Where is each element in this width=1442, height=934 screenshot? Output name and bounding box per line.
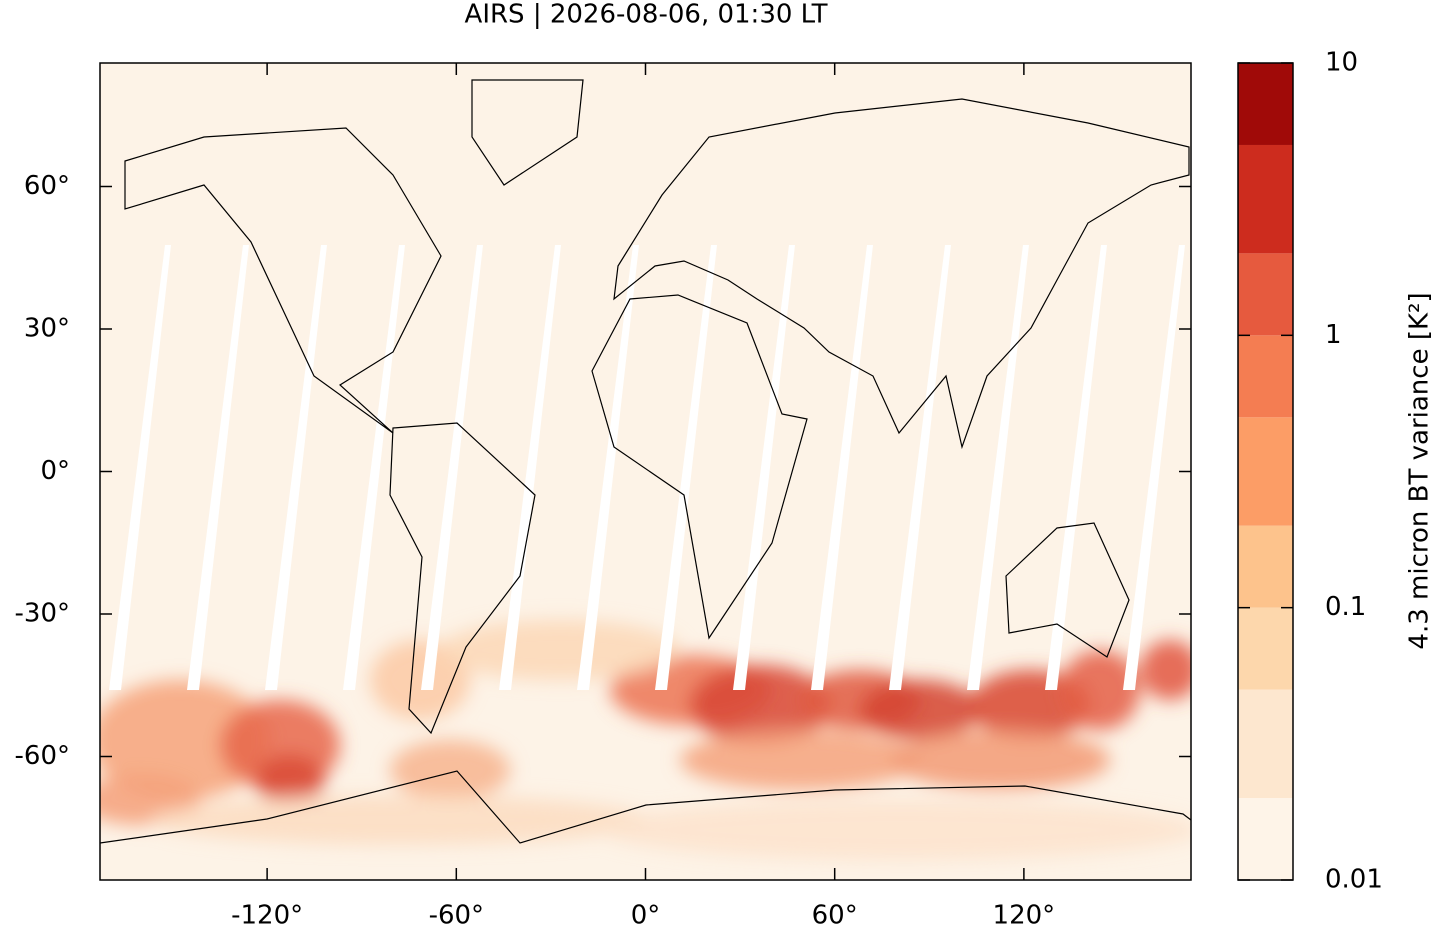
variance-patch <box>440 620 680 680</box>
variance-patch <box>100 680 270 800</box>
swath-gap <box>1123 245 1185 690</box>
colorbar-band <box>1238 63 1293 145</box>
x-tick-label: -120° <box>231 901 303 931</box>
variance-patch <box>390 740 510 800</box>
swath-gap <box>1045 245 1107 690</box>
chart-title: AIRS | 2026-08-06, 01:30 LT <box>465 0 828 30</box>
swath-gap <box>421 245 483 690</box>
variance-patch <box>1060 650 1140 730</box>
colorbar-tick-label: 0.01 <box>1325 865 1383 895</box>
map <box>100 63 1191 880</box>
x-tick-label: 60° <box>812 901 858 931</box>
variance-patch <box>690 665 830 745</box>
swath-gap <box>187 245 249 690</box>
x-tick-label: 120° <box>993 901 1056 931</box>
y-tick-label: -30° <box>15 599 70 629</box>
variance-patch <box>860 680 980 740</box>
swath-gap <box>499 245 561 690</box>
variance-patch <box>680 730 920 790</box>
swath-gap <box>811 245 873 690</box>
variance-field <box>100 620 1191 860</box>
colorbar-tick-label: 1 <box>1325 320 1342 350</box>
colorbar-band <box>1238 253 1293 336</box>
swath-gap <box>109 245 171 690</box>
colorbar-tick-label: 10 <box>1325 48 1358 78</box>
x-tick-label: 0° <box>631 901 661 931</box>
swath-gap <box>577 245 639 690</box>
y-tick-label: 0° <box>40 456 70 486</box>
colorbar-band <box>1238 417 1293 526</box>
colorbar-tick-label: 0.1 <box>1325 592 1366 622</box>
variance-patch <box>600 800 1191 860</box>
swath-gap <box>889 245 951 690</box>
swath-gap <box>655 245 717 690</box>
coastlines <box>100 79 1191 844</box>
x-tick-label: -60° <box>429 901 484 931</box>
swath-gaps <box>109 245 1185 690</box>
swath-gap <box>265 245 327 690</box>
colorbar-label: 4.3 micron BT variance [K²] <box>1405 292 1435 649</box>
variance-patch <box>1140 640 1191 700</box>
colorbar-band <box>1238 689 1293 799</box>
y-tick-label: 60° <box>24 171 70 201</box>
swath-gap <box>967 245 1029 690</box>
colorbar-frame <box>1237 62 1294 881</box>
colorbar-band <box>1238 144 1293 254</box>
swath-gap <box>343 245 405 690</box>
y-tick-label: 30° <box>24 314 70 344</box>
colorbar-band <box>1238 525 1293 608</box>
colorbar-band <box>1238 798 1293 880</box>
colorbar-band <box>1238 335 1293 418</box>
variance-patch <box>150 795 650 845</box>
y-tick-label: -60° <box>15 741 70 771</box>
colorbar-band <box>1238 607 1293 690</box>
variance-patch <box>890 730 1110 790</box>
variance-patch <box>970 670 1090 740</box>
variance-patch <box>255 755 325 805</box>
